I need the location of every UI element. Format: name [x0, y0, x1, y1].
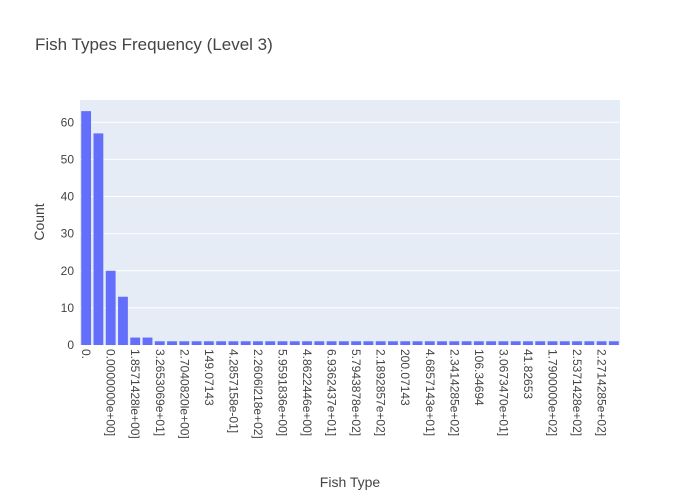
- bar: [314, 341, 325, 345]
- y-tick-labels: 0 10 20 30 40 50 60: [61, 115, 75, 352]
- bar: [130, 337, 141, 345]
- bar: [510, 341, 521, 345]
- bar: [375, 341, 386, 345]
- bars-group: [81, 111, 619, 346]
- bar: [105, 270, 116, 345]
- bar: [154, 341, 165, 345]
- bar: [461, 341, 472, 345]
- plot-area: [80, 100, 620, 345]
- bar: [424, 341, 435, 345]
- bar: [81, 111, 92, 346]
- x-tick-labels: 0. 0.0000000e+00] 1.8571428le+00] 3.2653069…: [79, 349, 608, 439]
- bar: [523, 341, 533, 345]
- bar: [547, 341, 558, 345]
- x-tick-label: 2.5371428e+02]: [570, 349, 584, 436]
- x-tick-label: 41.82653: [521, 349, 535, 399]
- bar: [412, 341, 423, 345]
- y-axis-title: Count: [31, 203, 47, 240]
- bar: [596, 341, 607, 345]
- bar: [559, 341, 570, 345]
- y-tick-label: 40: [61, 190, 75, 204]
- x-tick-label: 4.8622446e+00]: [300, 349, 314, 436]
- x-tick-label: 2.3414285e+02]: [447, 349, 461, 436]
- y-tick-label: 60: [61, 115, 75, 129]
- y-tick-label: 10: [61, 301, 75, 315]
- y-tick-label: 0: [67, 338, 74, 352]
- bar: [265, 341, 276, 345]
- x-tick-label: 0.: [79, 349, 93, 359]
- bar: [473, 341, 484, 345]
- y-tick-label: 30: [61, 227, 75, 241]
- bar: [93, 133, 104, 345]
- bar: [277, 341, 288, 345]
- bar: [584, 341, 595, 345]
- bar: [302, 341, 312, 345]
- bar: [203, 341, 214, 345]
- bar: [437, 341, 447, 345]
- y-tick-label: 20: [61, 264, 75, 278]
- bar: [253, 341, 263, 345]
- bar: [572, 341, 582, 345]
- bar: [338, 341, 349, 345]
- x-tick-label: 0.0000000e+00]: [104, 349, 118, 436]
- bar: [388, 341, 398, 345]
- x-tick-label: 6.9362437e+01]: [325, 349, 339, 436]
- bar: [486, 341, 497, 345]
- x-tick-label: 3.0673470e+01]: [496, 349, 510, 436]
- bar: [142, 337, 153, 345]
- bar: [498, 341, 509, 345]
- x-tick-label: 106.34694: [472, 349, 486, 406]
- bar: [326, 341, 337, 345]
- x-tick-label: 2.2606l218e+02]: [251, 349, 265, 439]
- x-tick-label: 4.6857143e+01]: [423, 349, 437, 436]
- bar: [228, 341, 239, 345]
- y-tick-label: 50: [61, 152, 75, 166]
- x-tick-label: 200.07143: [398, 349, 412, 406]
- bar: [449, 341, 460, 345]
- x-axis-title: Fish Type: [320, 474, 381, 490]
- bar: [351, 341, 362, 345]
- y-gridlines: [80, 121, 620, 309]
- x-tick-label: 5.7943878e+02]: [349, 349, 363, 436]
- bar: [240, 341, 251, 345]
- bar: [191, 341, 202, 345]
- x-tick-label: 1.7900000e+02]: [546, 349, 560, 436]
- bar: [363, 341, 374, 345]
- bar: [179, 341, 190, 345]
- x-tick-label: 149.07143: [202, 349, 216, 406]
- x-tick-label: 3.2653069e+01]: [153, 349, 167, 436]
- chart-title: Fish Types Frequency (Level 3): [35, 35, 273, 54]
- x-tick-label: 2.7040820le+00]: [177, 349, 191, 439]
- bar: [167, 341, 177, 345]
- x-tick-label: 1.8571428le+00]: [128, 349, 142, 439]
- bar: [608, 341, 619, 345]
- x-tick-label: 5.9591836e+00]: [276, 349, 290, 436]
- bar: [118, 296, 128, 345]
- x-tick-label: 2.2714285e+02]: [595, 349, 609, 436]
- bar: [400, 341, 411, 345]
- bar: [289, 341, 300, 345]
- bar: [216, 341, 227, 345]
- bar: [535, 341, 546, 345]
- x-tick-label: 2.1892857e+02]: [374, 349, 388, 436]
- x-tick-label: 4.2857158e-01]: [226, 349, 240, 433]
